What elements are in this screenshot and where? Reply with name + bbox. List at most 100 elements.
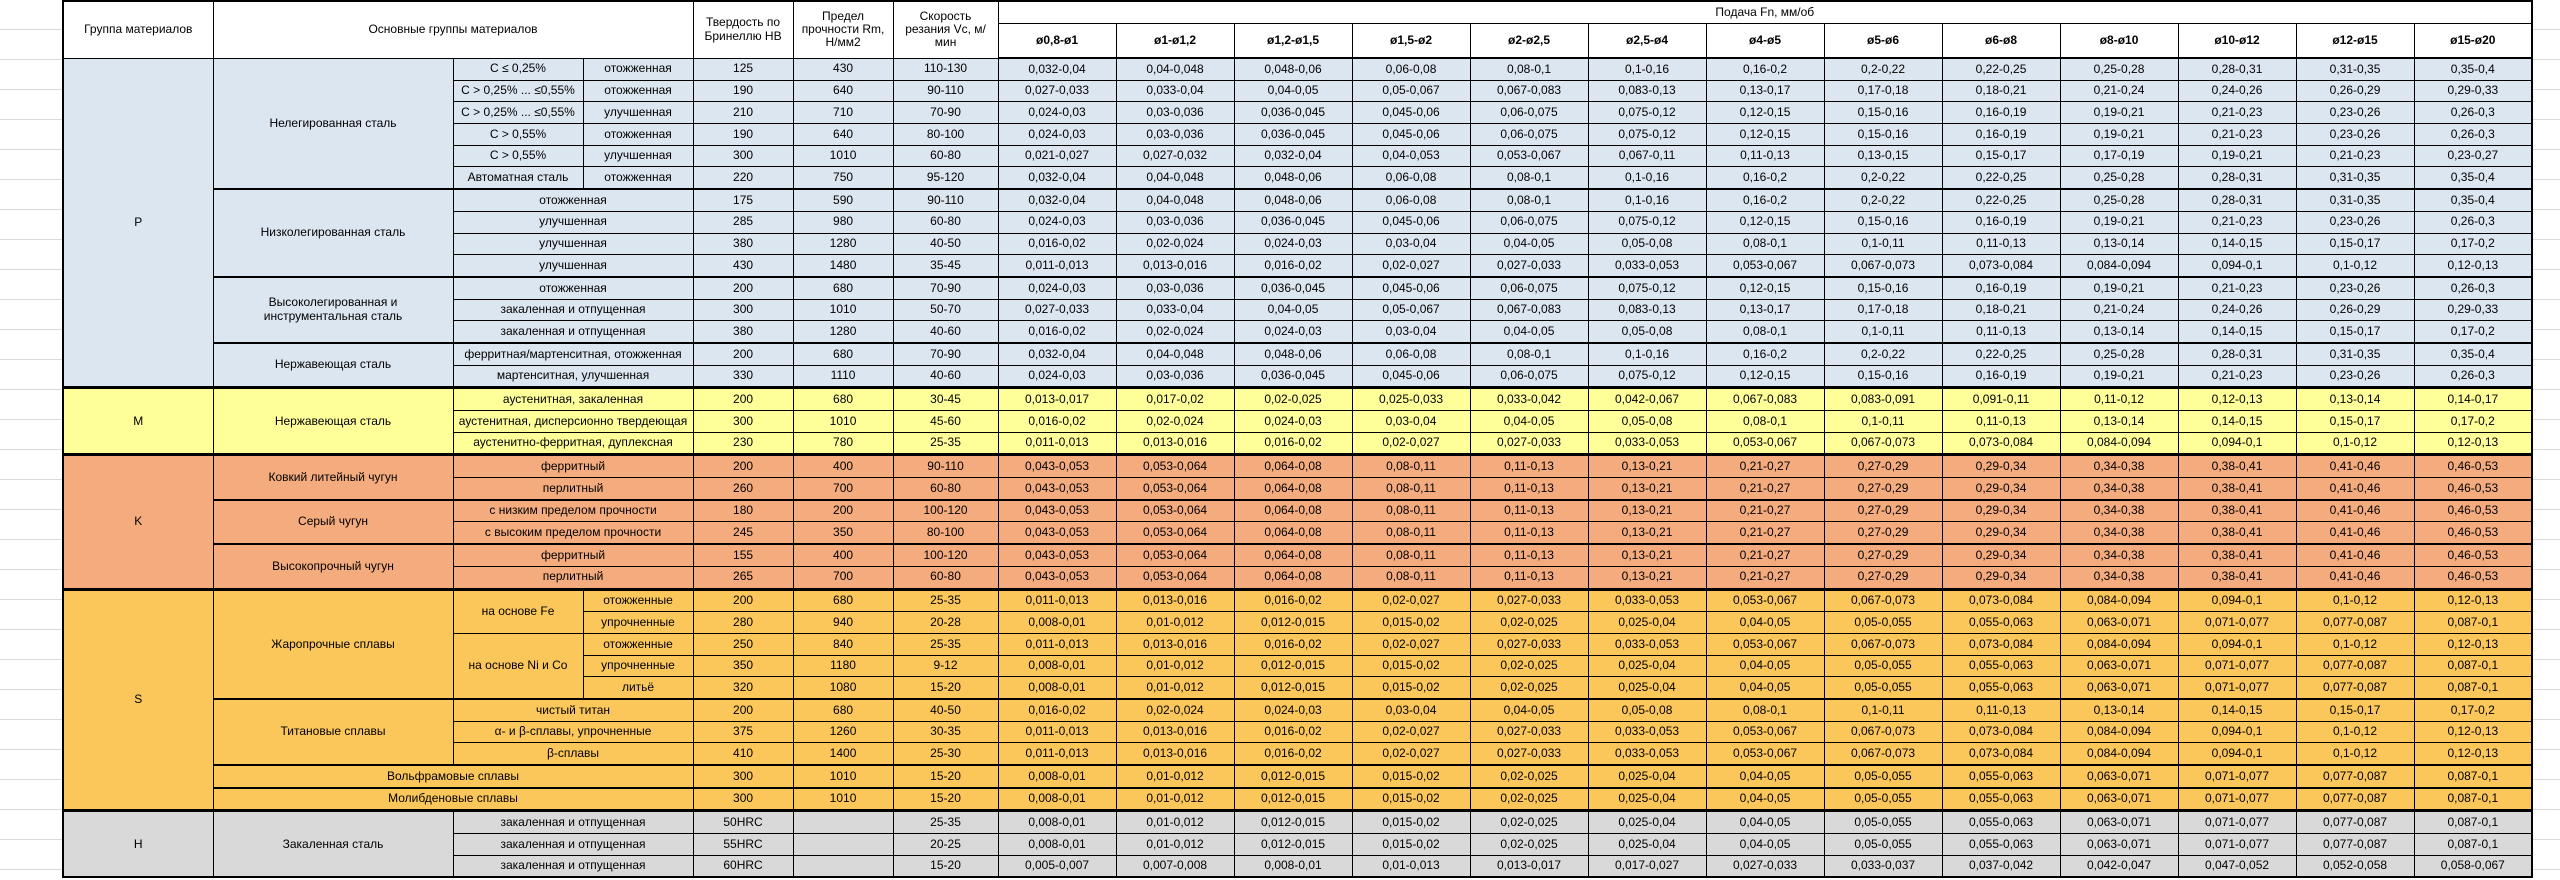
label-cell[interactable]: 70-90 [892, 275, 999, 300]
feed-value-cell[interactable]: 0,053-0,064 [1115, 565, 1235, 590]
feed-value-cell[interactable]: 0,042-0,067 [1587, 386, 1707, 411]
label-cell[interactable]: Нелегированная сталь [212, 57, 454, 190]
label-cell[interactable]: на основе Ni и Co [452, 632, 584, 700]
feed-value-cell[interactable]: 0,34-0,38 [2059, 543, 2179, 567]
label-cell[interactable]: ферритный [452, 543, 694, 567]
feed-value-cell[interactable]: 0,055-0,063 [1941, 764, 2061, 789]
label-cell[interactable]: 400 [792, 543, 894, 567]
label-cell[interactable]: 1400 [792, 742, 894, 766]
feed-value-cell[interactable]: 0,063-0,071 [2059, 676, 2179, 700]
feed-value-cell[interactable]: 0,08-0,1 [1705, 232, 1825, 256]
label-cell[interactable]: C > 0,55% [452, 123, 584, 146]
feed-value-cell[interactable]: 0,06-0,08 [1351, 341, 1471, 366]
feed-value-cell[interactable]: 0,025-0,04 [1587, 676, 1707, 700]
feed-value-cell[interactable]: 0,35-0,4 [2413, 57, 2533, 81]
feed-diameter-header[interactable]: ø2,5-ø4 [1587, 23, 1707, 59]
feed-value-cell[interactable]: 0,04-0,05 [1469, 320, 1589, 344]
feed-value-cell[interactable]: 0,15-0,16 [1823, 210, 1943, 234]
feed-value-cell[interactable]: 0,05-0,055 [1823, 786, 1943, 812]
feed-value-cell[interactable]: 0,1-0,16 [1587, 57, 1707, 81]
feed-value-cell[interactable]: 0,033-0,042 [1469, 386, 1589, 411]
feed-value-cell[interactable]: 0,13-0,14 [2059, 232, 2179, 256]
label-cell[interactable]: перлитный [452, 477, 694, 501]
feed-value-cell[interactable]: 0,12-0,13 [2413, 632, 2533, 656]
label-cell[interactable]: улучшенная [582, 101, 694, 125]
feed-value-cell[interactable]: 0,21-0,23 [2177, 123, 2297, 146]
feed-value-cell[interactable]: 0,19-0,21 [2059, 210, 2179, 234]
spreadsheet-left-column[interactable] [0, 0, 62, 880]
feed-value-cell[interactable]: 0,13-0,21 [1587, 565, 1707, 590]
label-cell[interactable]: 700 [792, 477, 894, 501]
feed-value-cell[interactable]: 0,05-0,055 [1823, 654, 1943, 678]
feed-value-cell[interactable]: 0,06-0,08 [1351, 166, 1471, 190]
feed-value-cell[interactable]: 0,29-0,34 [1941, 453, 2061, 479]
feed-value-cell[interactable]: 0,05-0,067 [1351, 79, 1471, 103]
feed-value-cell[interactable]: 0,18-0,21 [1941, 298, 2061, 322]
label-cell[interactable]: 350 [692, 654, 794, 678]
label-cell[interactable]: аустенитно-ферритная, дуплексная [452, 431, 694, 456]
feed-value-cell[interactable]: 0,045-0,06 [1351, 123, 1471, 146]
feed-value-cell[interactable]: 0,071-0,077 [2177, 764, 2297, 789]
feed-value-cell[interactable]: 0,045-0,06 [1351, 275, 1471, 300]
label-cell[interactable]: 60-80 [892, 210, 999, 234]
feed-value-cell[interactable]: 0,31-0,35 [2295, 188, 2415, 212]
feed-value-cell[interactable]: 0,05-0,055 [1823, 611, 1943, 634]
feed-value-cell[interactable]: 0,036-0,045 [1233, 123, 1353, 146]
feed-value-cell[interactable]: 0,04-0,048 [1115, 57, 1235, 81]
label-cell[interactable]: 1010 [792, 786, 894, 812]
label-cell[interactable]: 300 [692, 144, 794, 168]
feed-value-cell[interactable]: 0,23-0,26 [2295, 275, 2415, 300]
feed-value-cell[interactable]: 0,13-0,21 [1587, 543, 1707, 567]
label-cell[interactable]: 90-110 [892, 79, 999, 103]
label-cell[interactable]: 95-120 [892, 166, 999, 190]
feed-value-cell[interactable]: 0,087-0,1 [2413, 786, 2533, 812]
feed-value-cell[interactable]: 0,1-0,11 [1823, 232, 1943, 256]
feed-value-cell[interactable]: 0,27-0,29 [1823, 453, 1943, 479]
label-cell[interactable]: закаленная и отпущенная [452, 833, 694, 856]
feed-value-cell[interactable]: 0,08-0,1 [1705, 320, 1825, 344]
feed-value-cell[interactable]: 0,016-0,02 [997, 232, 1117, 256]
label-cell[interactable]: отожженная [582, 79, 694, 103]
feed-value-cell[interactable]: 0,13-0,17 [1705, 298, 1825, 322]
label-cell[interactable]: 15-20 [892, 764, 999, 789]
label-cell[interactable]: отожженные [582, 587, 694, 613]
feed-value-cell[interactable]: 0,063-0,071 [2059, 786, 2179, 812]
feed-value-cell[interactable]: 0,25-0,28 [2059, 188, 2179, 212]
feed-value-cell[interactable]: 0,043-0,053 [997, 521, 1117, 545]
feed-value-cell[interactable]: 0,08-0,1 [1469, 166, 1589, 190]
feed-value-cell[interactable]: 0,04-0,05 [1469, 232, 1589, 256]
label-cell[interactable]: 265 [692, 565, 794, 590]
feed-value-cell[interactable]: 0,13-0,15 [1823, 144, 1943, 168]
feed-value-cell[interactable]: 0,008-0,01 [1233, 854, 1353, 878]
feed-value-cell[interactable]: 0,053-0,067 [1705, 742, 1825, 766]
label-cell[interactable]: 285 [692, 210, 794, 234]
feed-value-cell[interactable]: 0,16-0,19 [1941, 101, 2061, 125]
feed-value-cell[interactable]: 0,03-0,036 [1115, 364, 1235, 389]
feed-value-cell[interactable]: 0,071-0,077 [2177, 833, 2297, 856]
feed-value-cell[interactable]: 0,02-0,024 [1115, 232, 1235, 256]
label-cell[interactable]: Нержавеющая сталь [212, 341, 454, 389]
feed-value-cell[interactable]: 0,064-0,08 [1233, 498, 1353, 523]
feed-value-cell[interactable]: 0,18-0,21 [1941, 79, 2061, 103]
feed-value-cell[interactable]: 0,46-0,53 [2413, 543, 2533, 567]
feed-value-cell[interactable]: 0,063-0,071 [2059, 809, 2179, 835]
feed-value-cell[interactable]: 0,03-0,04 [1351, 320, 1471, 344]
feed-value-cell[interactable]: 0,15-0,16 [1823, 275, 1943, 300]
label-cell[interactable]: 210 [692, 101, 794, 125]
feed-value-cell[interactable]: 0,045-0,06 [1351, 364, 1471, 389]
feed-value-cell[interactable]: 0,01-0,012 [1115, 833, 1235, 856]
feed-value-cell[interactable]: 0,38-0,41 [2177, 521, 2297, 545]
feed-value-cell[interactable]: 0,067-0,073 [1823, 632, 1943, 656]
feed-value-cell[interactable]: 0,058-0,067 [2413, 854, 2533, 878]
label-cell[interactable]: 300 [692, 410, 794, 433]
feed-value-cell[interactable]: 0,084-0,094 [2059, 587, 2179, 613]
feed-value-cell[interactable]: 0,011-0,013 [997, 254, 1117, 278]
feed-value-cell[interactable]: 0,04-0,05 [1705, 833, 1825, 856]
feed-value-cell[interactable]: 0,032-0,04 [997, 188, 1117, 212]
feed-value-cell[interactable]: 0,12-0,13 [2413, 720, 2533, 744]
label-cell[interactable]: 1010 [792, 410, 894, 433]
label-cell[interactable]: 680 [792, 275, 894, 300]
feed-value-cell[interactable]: 0,22-0,25 [1941, 188, 2061, 212]
feed-value-cell[interactable]: 0,071-0,077 [2177, 809, 2297, 835]
feed-value-cell[interactable]: 0,015-0,02 [1351, 786, 1471, 812]
